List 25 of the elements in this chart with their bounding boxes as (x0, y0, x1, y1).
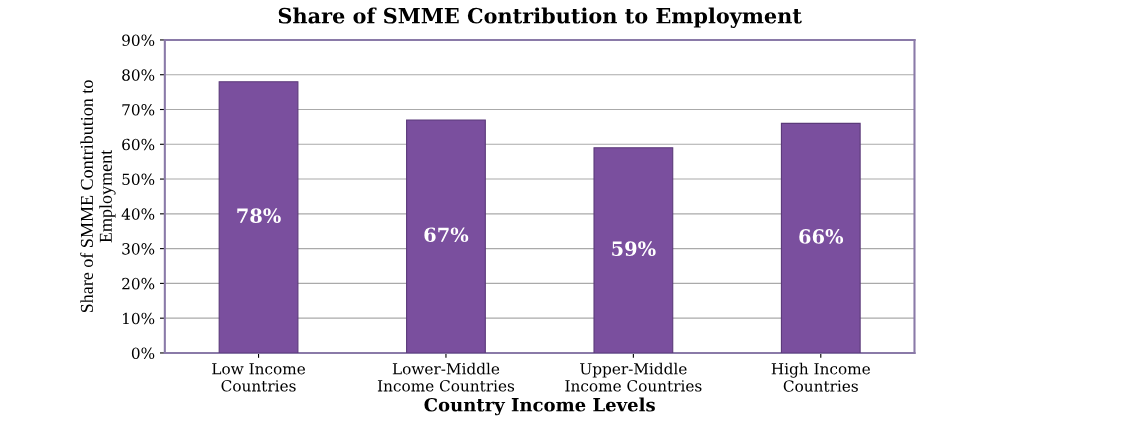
y-tick-label: 90% (122, 34, 155, 46)
y-tick-label: 70% (122, 103, 155, 116)
y-tick-label: 60% (122, 138, 155, 151)
bar (780, 122, 861, 353)
chart-title: Share of SMME Contribution to Employment (278, 7, 802, 28)
data-label: 66% (799, 229, 844, 244)
data-label: 59% (612, 241, 656, 256)
y-tick-label: 10% (123, 312, 155, 325)
y-axis-title: Share of SMME Contribution to Employment (80, 80, 116, 313)
x-tick-label: Upper-Middle Income Countries (565, 362, 702, 392)
y-tick-label: 40% (121, 208, 155, 220)
y-tick-label: 0% (131, 347, 155, 359)
x-axis-title: Country Income Levels (424, 397, 655, 416)
y-tick-label: 20% (122, 277, 155, 290)
x-tick-label: High Income Countries (771, 362, 870, 392)
x-tick-label: Low Income Countries (212, 363, 305, 392)
bar (218, 81, 299, 353)
data-label: 78% (237, 208, 281, 223)
data-label: 67% (424, 227, 469, 243)
bar (593, 147, 674, 353)
y-tick-label: 50% (122, 173, 155, 186)
y-tick-label: 80% (122, 69, 155, 81)
x-tick-label: Lower-Middle Income Countries (377, 362, 515, 392)
bar (406, 119, 486, 353)
y-tick-label: 30% (122, 243, 155, 255)
